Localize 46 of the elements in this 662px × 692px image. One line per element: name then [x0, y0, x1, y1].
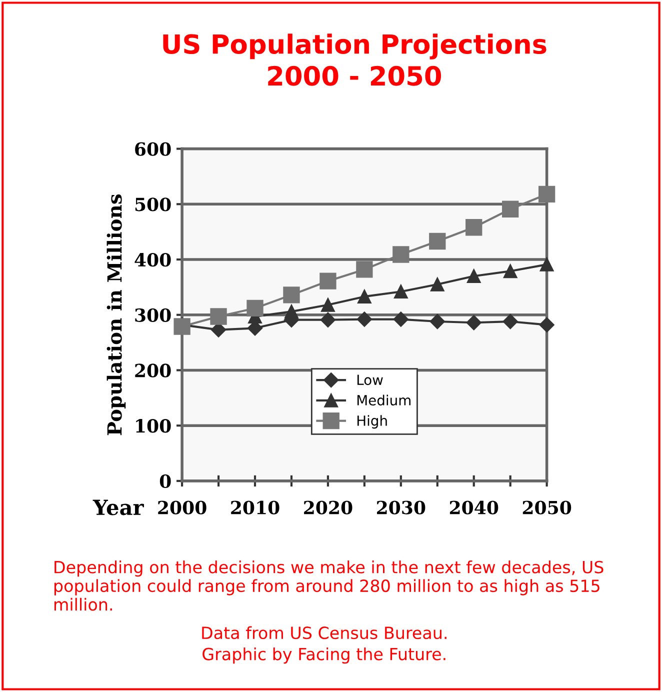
x-tick-label: 2010 — [231, 500, 280, 514]
point — [466, 219, 482, 236]
point — [284, 304, 298, 318]
point — [246, 300, 264, 317]
point — [540, 258, 554, 272]
point — [393, 312, 408, 327]
point — [466, 269, 481, 284]
y-tick-label: 0 — [160, 474, 171, 488]
x-tick-label: 2000 — [158, 500, 206, 514]
point — [430, 277, 444, 292]
point — [466, 315, 482, 330]
point — [356, 312, 372, 327]
legend-label: Medium — [357, 394, 410, 406]
point — [539, 317, 554, 332]
point — [430, 314, 445, 330]
x-tick-label: 2050 — [522, 500, 572, 514]
point — [392, 246, 410, 263]
y-tick-label: 200 — [135, 364, 171, 378]
y-tick-label: 600 — [135, 142, 171, 156]
point — [283, 286, 300, 304]
point — [320, 312, 336, 328]
point — [502, 200, 519, 218]
point — [502, 314, 518, 330]
point — [394, 284, 408, 299]
legend-label: High — [357, 415, 387, 429]
x-tick-label: 2030 — [376, 500, 426, 514]
point — [321, 298, 335, 312]
y-tick-label: 100 — [136, 419, 171, 433]
y-tick-label: 500 — [135, 198, 171, 212]
point — [320, 272, 336, 290]
point — [210, 308, 227, 325]
x-tick-label: 2020 — [304, 500, 352, 514]
chart-title: US Population Projections 2000 - 2050 — [163, 34, 546, 86]
x-axis-title: Year — [92, 500, 144, 516]
point — [356, 261, 373, 278]
y-tick-label: 300 — [135, 308, 171, 322]
point — [503, 264, 518, 278]
y-axis-title: Population in Millions — [106, 194, 126, 436]
x-tick-label: 2040 — [450, 500, 498, 514]
point — [538, 186, 556, 203]
y-tick-label: 400 — [134, 252, 171, 267]
legend-label: Low — [357, 374, 383, 386]
point — [429, 232, 446, 250]
text: Data from US Census Bureau. Graphic by Facing the Future. — [202, 626, 446, 664]
text: Depending on the decisions we make in the next few decades, US population could range from around 280 million to as high as 515 million. — [54, 560, 604, 611]
point — [357, 290, 372, 304]
